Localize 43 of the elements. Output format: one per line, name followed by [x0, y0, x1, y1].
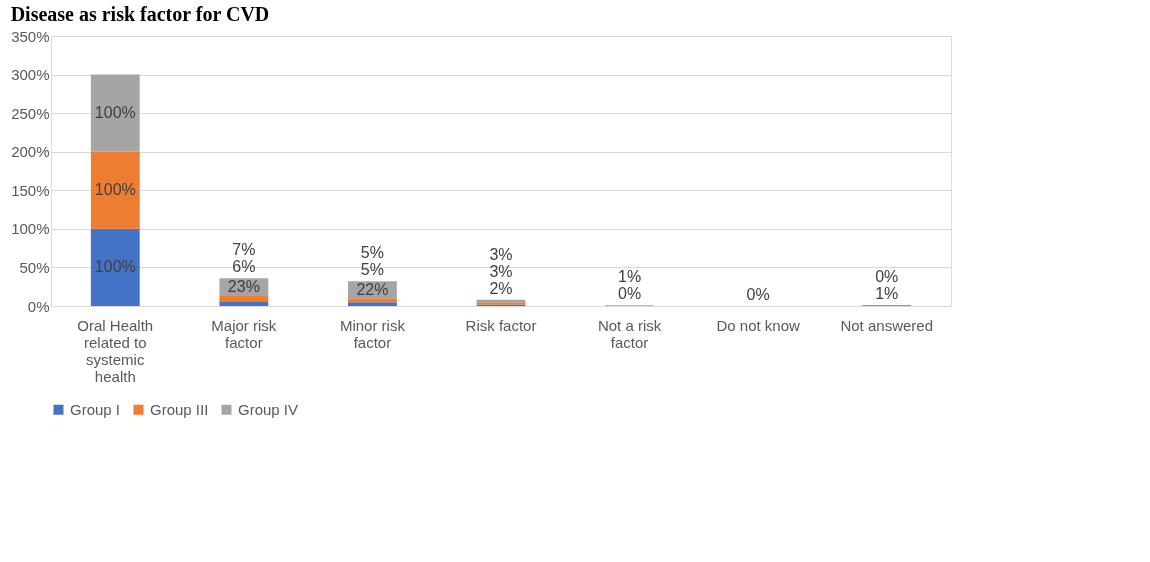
y-tick-label: 200% [11, 143, 50, 161]
bar [90, 228, 140, 306]
x-tick-label: Oral Health related to systemic health [77, 316, 154, 385]
bar [348, 302, 397, 306]
data-label: 3% [489, 245, 513, 263]
x-tick-label: Minor risk factor [339, 316, 406, 351]
legend-label: Group III [150, 400, 209, 418]
y-tick-label: 150% [11, 181, 50, 199]
legend-label: Group I [70, 400, 121, 418]
y-tick-label: 0% [27, 297, 50, 315]
y-tick-label: 100% [11, 220, 50, 238]
data-label: 6% [232, 258, 256, 276]
data-label: 7% [232, 241, 256, 259]
data-label: 5% [360, 261, 384, 279]
data-label: 5% [360, 244, 384, 262]
data-label: 100% [94, 258, 136, 276]
chart-title: Disease as risk factor for CVD [10, 3, 270, 25]
data-label: 0% [875, 268, 899, 286]
y-tick-label: 350% [11, 27, 50, 45]
bar [90, 151, 140, 229]
x-tick-label: Not a risk factor [597, 316, 662, 351]
data-label: 23% [227, 278, 260, 296]
data-label: 3% [489, 262, 513, 280]
x-tick-label: Risk factor [465, 316, 537, 334]
data-label: 100% [94, 104, 136, 122]
y-tick-label: 250% [11, 104, 50, 122]
bar [219, 301, 269, 306]
legend-label: Group IV [238, 400, 299, 418]
data-label: 100% [94, 181, 136, 199]
x-tick-label: Not answered [840, 316, 933, 334]
data-label: 22% [356, 280, 389, 298]
data-label: 1% [875, 285, 899, 303]
bar [90, 74, 140, 152]
x-tick-label: Major risk factor [211, 316, 277, 351]
bar [219, 295, 269, 302]
data-label: 1% [618, 268, 642, 286]
x-tick-label: Do not know [716, 316, 800, 334]
data-label: 2% [489, 279, 513, 297]
y-tick-label: 300% [11, 66, 50, 84]
data-label: 0% [618, 285, 642, 303]
y-tick-label: 50% [19, 258, 50, 276]
bar [348, 298, 397, 303]
data-label: 0% [746, 286, 770, 303]
